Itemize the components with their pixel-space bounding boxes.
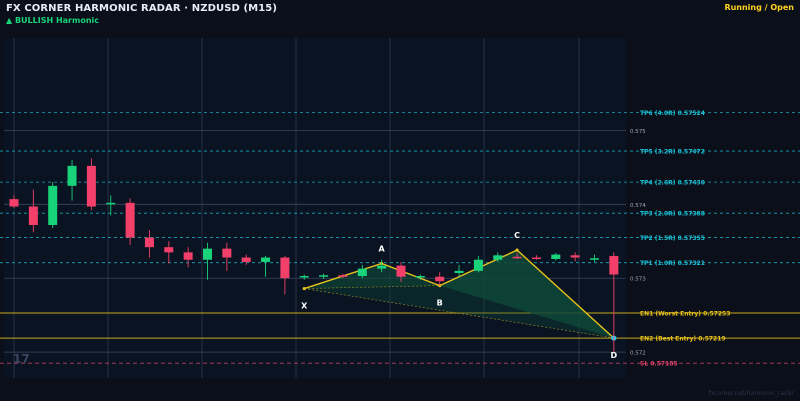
candle-body [319, 275, 329, 277]
candle-body [415, 276, 425, 278]
candle-body [512, 256, 522, 259]
candle-body [338, 275, 348, 277]
pattern-xab-fill [304, 263, 440, 289]
candle-body [280, 257, 290, 279]
pattern-label-x: X [301, 302, 308, 311]
candle-body [125, 202, 135, 238]
entry-line-label: EN2 (Best Entry) 0.57219 [640, 335, 726, 342]
take-profit-line-label: TP2 (1.5R) 0.57355 [640, 235, 705, 242]
price-tick-label: 0.572 [630, 351, 646, 357]
watermark-number: 17 [13, 352, 30, 366]
candle-body [551, 254, 561, 259]
candle-body [203, 248, 212, 260]
candle-body [396, 265, 406, 277]
candle-body [531, 257, 541, 260]
pattern-point-x [302, 286, 306, 291]
candle-body [377, 265, 387, 269]
take-profit-line-label: TP3 (2.0R) 0.57388 [640, 210, 705, 217]
footer-credit: fxcorner.net/harmonic_radar [708, 390, 794, 397]
stop-loss-line-label: SL 0.57185 [640, 361, 678, 368]
price-tick-label: 0.574 [630, 203, 646, 209]
pattern-xd-diagonal [304, 288, 614, 339]
candle-body [435, 276, 445, 282]
pattern-bcd-fill [439, 250, 614, 339]
candle-body [164, 247, 174, 253]
candle-body [9, 199, 19, 207]
candle-body [183, 252, 193, 260]
candle-body [570, 255, 580, 258]
take-profit-line-label: TP5 (3.2R) 0.57472 [640, 148, 705, 155]
entry-line-label: EN1 (Worst Entry) 0.57253 [640, 310, 730, 317]
candle-body [106, 202, 116, 205]
price-tick-label: 0.575 [630, 129, 646, 135]
status-badge: Running / Open [724, 3, 794, 12]
pattern-point-c [515, 248, 519, 252]
pattern-label-b: B [437, 299, 443, 308]
candle-body [261, 257, 271, 262]
candle-body [609, 256, 619, 275]
take-profit-line-label: TP6 (4.0R) 0.57524 [640, 110, 705, 117]
candle-body [473, 259, 483, 271]
candle-body [86, 165, 96, 207]
candle-body [144, 237, 154, 248]
candle-body [357, 268, 367, 276]
pattern-label-d: D [611, 351, 618, 360]
candle-body [590, 258, 599, 260]
take-profit-line-label: TP4 (2.6R) 0.57430 [640, 179, 705, 186]
take-profit-line-label: TP1 (1.0R) 0.57321 [640, 260, 705, 267]
candle-body [454, 270, 464, 274]
price-tick-label: 0.573 [630, 277, 646, 283]
candle-body [48, 185, 58, 225]
pattern-direction: ▲ BULLISH Harmonic [6, 16, 99, 25]
header-title: FX CORNER HARMONIC RADAR · NZDUSD (M15) [6, 3, 277, 14]
pattern-label-c: C [514, 231, 520, 240]
pattern-label-a: A [379, 244, 386, 253]
pattern-xb-diagonal [304, 285, 440, 289]
pattern-xbd-fill [304, 285, 614, 339]
candle-body [67, 165, 77, 186]
candle-body [28, 206, 38, 225]
candle-body [222, 248, 232, 258]
candle-body [299, 276, 309, 278]
candle-body [493, 255, 503, 260]
candle-body [241, 257, 251, 262]
